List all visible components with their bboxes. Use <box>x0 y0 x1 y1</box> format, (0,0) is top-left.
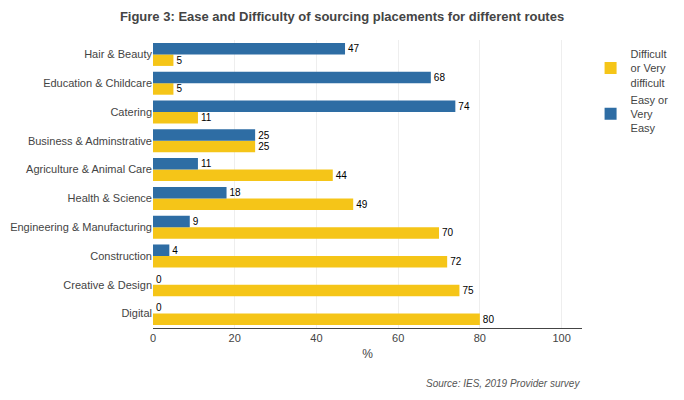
svg-text:74: 74 <box>458 101 470 112</box>
svg-text:0: 0 <box>150 332 156 344</box>
svg-text:25: 25 <box>258 130 270 141</box>
svg-text:Engineering & Manufacturing: Engineering & Manufacturing <box>10 221 152 233</box>
svg-text:68: 68 <box>434 72 446 83</box>
svg-text:Hair & Beauty: Hair & Beauty <box>84 48 152 60</box>
svg-text:Agriculture & Animal Care: Agriculture & Animal Care <box>26 163 152 175</box>
svg-text:Difficultor Verydifficult: Difficultor Verydifficult <box>631 48 667 89</box>
svg-text:49: 49 <box>356 199 368 210</box>
svg-text:%: % <box>362 347 373 361</box>
svg-text:0: 0 <box>156 302 162 313</box>
svg-text:4: 4 <box>172 245 178 256</box>
svg-text:0: 0 <box>156 274 162 285</box>
svg-text:9: 9 <box>193 216 199 227</box>
svg-text:75: 75 <box>462 285 474 296</box>
svg-text:Source: IES, 2019 Provider sur: Source: IES, 2019 Provider survey <box>426 378 580 389</box>
svg-text:25: 25 <box>258 141 270 152</box>
svg-text:5: 5 <box>176 83 182 94</box>
svg-text:60: 60 <box>392 332 404 344</box>
svg-text:Catering: Catering <box>110 106 152 118</box>
svg-text:100: 100 <box>552 332 570 344</box>
svg-text:11: 11 <box>201 112 212 123</box>
svg-text:Health & Science: Health & Science <box>68 192 152 204</box>
svg-text:Digital: Digital <box>121 307 152 319</box>
svg-text:47: 47 <box>348 43 360 54</box>
svg-text:11: 11 <box>201 158 212 169</box>
svg-text:Business & Adminstrative: Business & Adminstrative <box>28 135 152 147</box>
svg-text:Easy orVeryEasy: Easy orVeryEasy <box>631 94 669 135</box>
svg-text:Figure 3: Ease and Difficulty: Figure 3: Ease and Difficulty of sourcin… <box>120 9 564 24</box>
svg-text:20: 20 <box>229 332 241 344</box>
svg-text:18: 18 <box>230 187 242 198</box>
svg-text:Education & Childcare: Education & Childcare <box>43 77 152 89</box>
svg-text:80: 80 <box>474 332 486 344</box>
svg-text:70: 70 <box>442 227 454 238</box>
svg-text:72: 72 <box>450 256 462 267</box>
svg-text:44: 44 <box>336 170 348 181</box>
svg-text:Creative & Design: Creative & Design <box>63 279 152 291</box>
svg-text:40: 40 <box>310 332 322 344</box>
svg-text:Construction: Construction <box>90 250 152 262</box>
svg-text:80: 80 <box>483 314 495 325</box>
svg-text:5: 5 <box>176 55 182 66</box>
